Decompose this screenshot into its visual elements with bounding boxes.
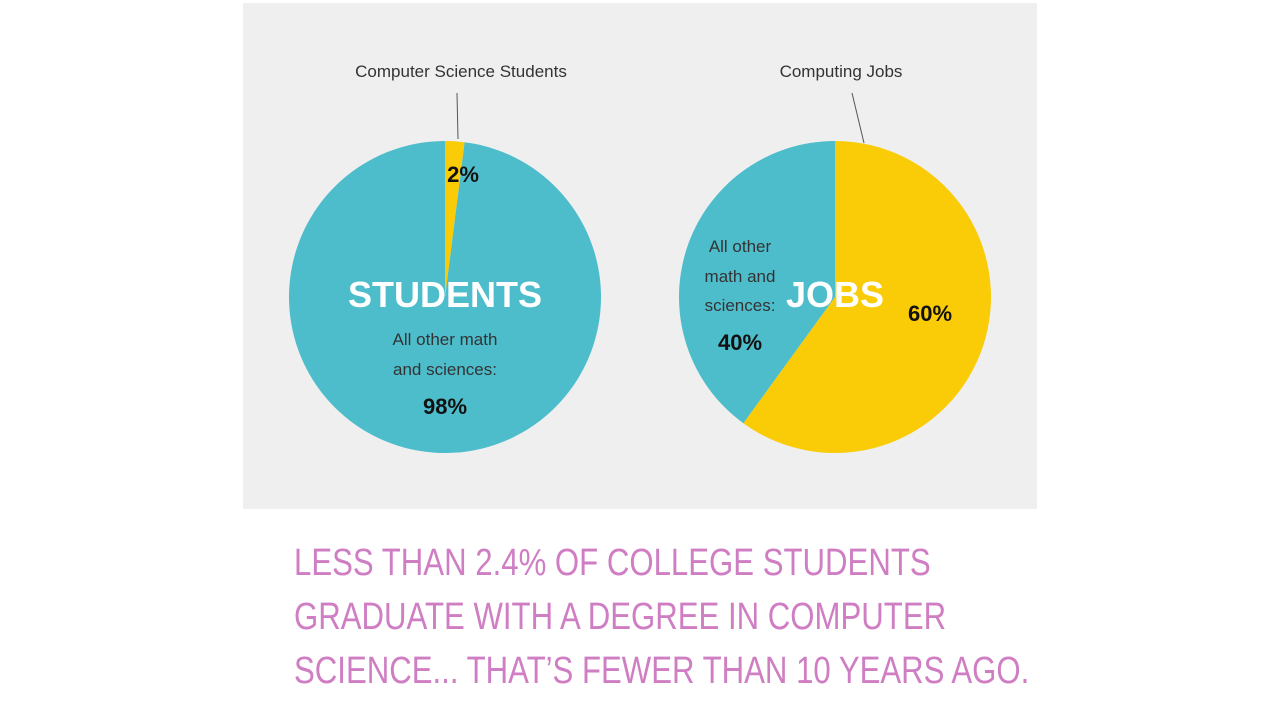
value-other-students: 98%: [423, 394, 467, 419]
chart-panel: Computer Science Students 2% STUDENTS All o…: [243, 3, 1037, 509]
leader-line-cs-students: [456, 92, 459, 140]
pie-slice-jobs-computing: [743, 141, 991, 454]
caption-line-2: graduate with a degree in computer: [294, 596, 947, 638]
pie-charts: Computer Science Students 2% STUDENTS All o…: [288, 62, 991, 454]
label-other-jobs-3: sciences:: [705, 296, 776, 315]
leader-line-computing-jobs: [851, 92, 865, 144]
value-cs-students: 2%: [447, 162, 479, 187]
label-cs-students: Computer Science Students: [355, 62, 567, 81]
label-other-jobs-1: All other: [709, 237, 772, 256]
value-computing-jobs: 60%: [908, 301, 952, 326]
pie-slice-students-cs: [445, 141, 465, 297]
label-other-jobs-2: math and: [705, 267, 776, 286]
title-jobs: JOBS: [786, 274, 884, 315]
pie-slice-jobs-other: [679, 141, 835, 424]
title-students: STUDENTS: [348, 274, 542, 315]
label-computing-jobs: Computing Jobs: [780, 62, 903, 81]
pie-slice-students-other: [288, 141, 601, 454]
label-other-students-1: All other math: [393, 330, 498, 349]
value-other-jobs: 40%: [718, 330, 762, 355]
label-other-students-2: and sciences:: [393, 360, 497, 379]
